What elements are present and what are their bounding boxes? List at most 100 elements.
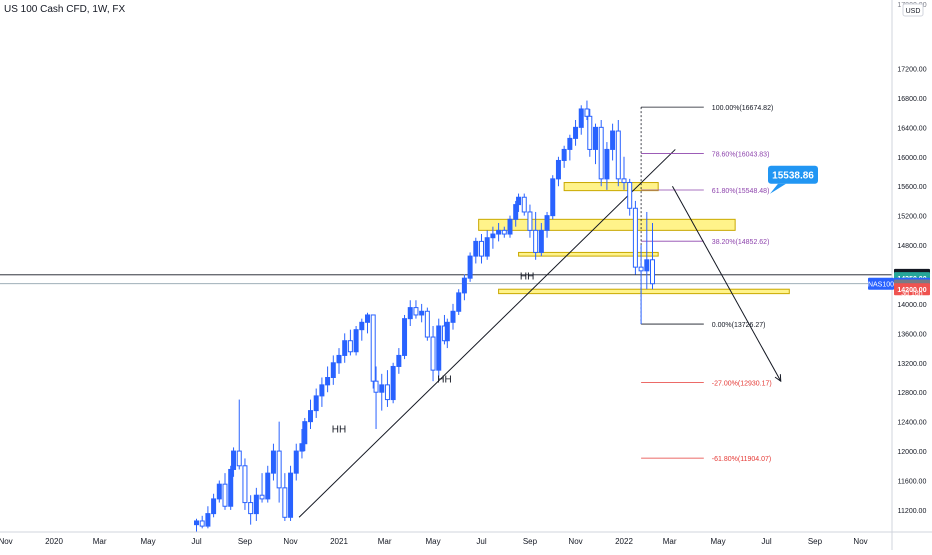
forecast-arrow bbox=[672, 185, 782, 382]
fib-level-label: 61.80%(15548.48) bbox=[712, 188, 770, 195]
candle-body bbox=[365, 314, 370, 323]
candle-body bbox=[265, 472, 271, 500]
candle-body bbox=[276, 450, 282, 489]
candle-body bbox=[555, 159, 561, 180]
annotation-label: HH bbox=[332, 425, 346, 436]
time-axis-tick-label: Sep bbox=[238, 537, 253, 546]
price-axis-tick-label: 15600.00 bbox=[897, 184, 926, 191]
price-callout-box bbox=[768, 165, 818, 184]
candle-body bbox=[353, 329, 359, 353]
price-axis-tick-label: 17200.00 bbox=[897, 67, 926, 74]
fib-level-label: -27.00%(12930.17) bbox=[712, 381, 772, 388]
trendline bbox=[298, 149, 676, 518]
candle-body bbox=[228, 468, 234, 507]
candle-body bbox=[436, 325, 442, 371]
candle-body bbox=[496, 229, 502, 235]
time-axis-tick-label: Jul bbox=[761, 537, 771, 546]
candle-body bbox=[384, 384, 390, 401]
candle-body bbox=[242, 465, 248, 504]
candle-body bbox=[373, 380, 379, 393]
candle-body bbox=[584, 108, 590, 117]
fib-level-label: 38.20%(14852.62) bbox=[712, 239, 770, 246]
candle-body bbox=[573, 126, 579, 139]
candle-body bbox=[644, 259, 650, 272]
price-axis-tick-label: 11200.00 bbox=[898, 508, 927, 515]
candle-body bbox=[336, 354, 342, 364]
time-axis-tick-label: Mar bbox=[93, 537, 107, 546]
currency-box bbox=[902, 3, 924, 17]
candle-body bbox=[379, 384, 385, 393]
time-axis-tick-label: May bbox=[710, 537, 725, 546]
candle-body bbox=[424, 310, 430, 338]
price-axis-tick-label: 13200.00 bbox=[897, 361, 926, 368]
price-badge bbox=[894, 283, 930, 296]
time-axis-tick-label: 2020 bbox=[45, 537, 63, 546]
price-callout-label: 15538.86 bbox=[772, 171, 814, 182]
symbol-badge bbox=[868, 277, 894, 290]
candle-body bbox=[638, 266, 644, 272]
candle-body bbox=[604, 148, 610, 180]
candle-body bbox=[330, 362, 336, 378]
support-resistance-zone bbox=[518, 251, 659, 257]
candle-body bbox=[253, 494, 259, 515]
plot-area bbox=[0, 0, 892, 532]
fib-level-label: 78.60%(16043.83) bbox=[712, 152, 770, 159]
candle-body bbox=[484, 237, 490, 257]
candle-body bbox=[216, 483, 222, 500]
support-resistance-zone bbox=[498, 288, 790, 295]
candle-body bbox=[396, 354, 402, 367]
annotation-label: HH bbox=[437, 375, 451, 386]
fib-level-label: 0.00%(13726.27) bbox=[712, 322, 766, 329]
candle-body bbox=[467, 255, 473, 279]
time-axis-tick-label: Jul bbox=[191, 537, 201, 546]
candle-body bbox=[211, 498, 217, 515]
price-axis-tick-label: 16800.00 bbox=[897, 96, 926, 103]
candle-body bbox=[299, 443, 305, 452]
candle-body bbox=[293, 450, 299, 474]
candle-body bbox=[538, 229, 544, 253]
time-axis-tick-label: 2021 bbox=[330, 537, 348, 546]
candle-body bbox=[194, 520, 199, 526]
price-axis-tick-label: 16000.00 bbox=[897, 155, 926, 162]
time-axis-tick-label: Sep bbox=[808, 537, 823, 546]
candle-body bbox=[632, 207, 638, 268]
fib-level-label: 100.00%(16674.82) bbox=[712, 105, 774, 112]
candle-body bbox=[370, 314, 376, 382]
price-callout-pointer bbox=[770, 183, 786, 194]
time-axis-tick-label: Mar bbox=[663, 537, 677, 546]
price-badge-label: 14200.00 bbox=[897, 287, 926, 294]
candle-body bbox=[456, 292, 462, 312]
candle-body bbox=[593, 126, 598, 150]
candle-body bbox=[578, 108, 584, 128]
candle-body bbox=[533, 229, 539, 253]
candle-body bbox=[550, 178, 556, 217]
candle-body bbox=[527, 211, 533, 231]
price-axis-tick-label: 13600.00 bbox=[897, 331, 926, 338]
time-axis-tick-label: 2022 bbox=[615, 537, 633, 546]
candle-body bbox=[231, 450, 237, 470]
time-axis-tick-label: Nov bbox=[283, 537, 297, 546]
candle-body bbox=[501, 229, 507, 235]
time-axis-tick-label: Nov bbox=[853, 537, 867, 546]
candle-body bbox=[407, 307, 413, 320]
candle-body bbox=[513, 204, 519, 220]
candle-body bbox=[199, 520, 205, 527]
candle-body bbox=[342, 340, 348, 356]
candle-body bbox=[308, 410, 313, 423]
candle-body bbox=[259, 494, 265, 500]
candle-body bbox=[205, 513, 211, 527]
candle-body bbox=[490, 233, 496, 239]
chart-title: US 100 Cash CFD, 1W, FX bbox=[4, 4, 126, 15]
candle-body bbox=[419, 310, 425, 316]
time-axis-tick-label: Jul bbox=[476, 537, 486, 546]
candle-body bbox=[359, 321, 365, 331]
candle-body bbox=[450, 310, 456, 323]
candle-body bbox=[248, 502, 254, 515]
candle-body bbox=[444, 321, 450, 342]
candle-body bbox=[598, 126, 604, 180]
candle-body bbox=[627, 182, 633, 209]
candle-body bbox=[319, 384, 325, 397]
price-axis-tick-label: 12800.00 bbox=[897, 390, 926, 397]
